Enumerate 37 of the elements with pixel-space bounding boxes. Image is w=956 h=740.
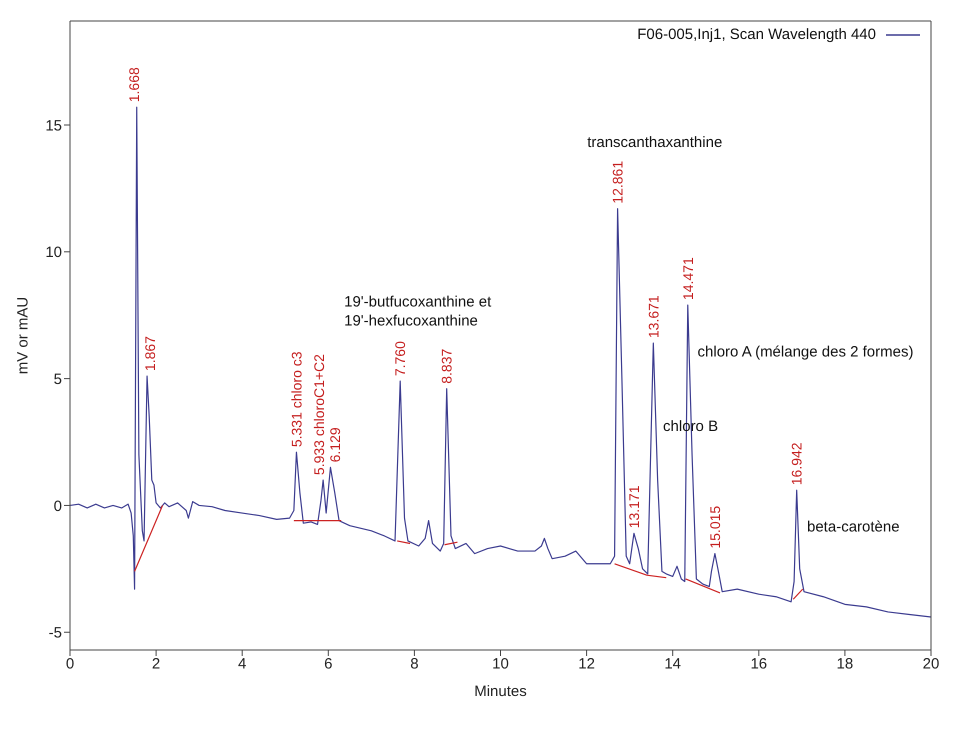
x-tick-label: 8	[410, 656, 419, 673]
x-tick-label: 10	[492, 656, 509, 673]
y-tick-label: -5	[48, 624, 62, 642]
x-tick-label: 12	[578, 656, 595, 673]
x-tick-label: 20	[922, 656, 940, 673]
annotation: chloro A (mélange des 2 formes)	[698, 343, 914, 360]
annotation: 7.760	[392, 340, 408, 376]
legend-label: F06-005,Inj1, Scan Wavelength 440	[637, 26, 876, 43]
annotation: 6.129	[326, 427, 343, 462]
annotation: transcanthaxanthine	[587, 134, 722, 151]
x-tick-label: 6	[324, 656, 332, 673]
annotation: 5.933 chloroC1+C2	[310, 354, 327, 476]
annotation: 13.171	[626, 485, 642, 528]
annotation: 5.331 chloro c3	[288, 351, 304, 448]
y-tick-label: 0	[54, 498, 62, 515]
annotation: 1.867	[142, 336, 158, 372]
x-tick-label: 18	[836, 656, 854, 673]
line-series	[70, 106, 931, 618]
x-tick-label: 14	[664, 656, 682, 673]
x-tick-label: 4	[238, 656, 246, 673]
x-tick-label: 16	[750, 656, 768, 673]
y-tick-label: 15	[45, 117, 62, 134]
x-tick-label: 2	[152, 656, 160, 673]
y-tick-label: 5	[54, 370, 62, 388]
y-axis-title: mV or mAU	[14, 296, 32, 374]
annotation: 15.015	[706, 506, 723, 549]
annotation: beta-carotène	[807, 518, 900, 536]
annotation: 14.471	[680, 257, 696, 300]
y-tick-label: 10	[45, 244, 62, 262]
x-tick-label: 0	[66, 656, 74, 673]
annotation: 19'-butfucoxanthine et 19'-hexfucoxanthine	[344, 294, 492, 330]
annotation: 13.671	[645, 295, 662, 338]
x-axis-title: Minutes	[474, 683, 527, 700]
annotation: 1.668	[126, 66, 142, 102]
annotation: 16.942	[788, 442, 805, 486]
annotation: 12.861	[610, 160, 626, 204]
annotation: 8.837	[438, 348, 455, 384]
